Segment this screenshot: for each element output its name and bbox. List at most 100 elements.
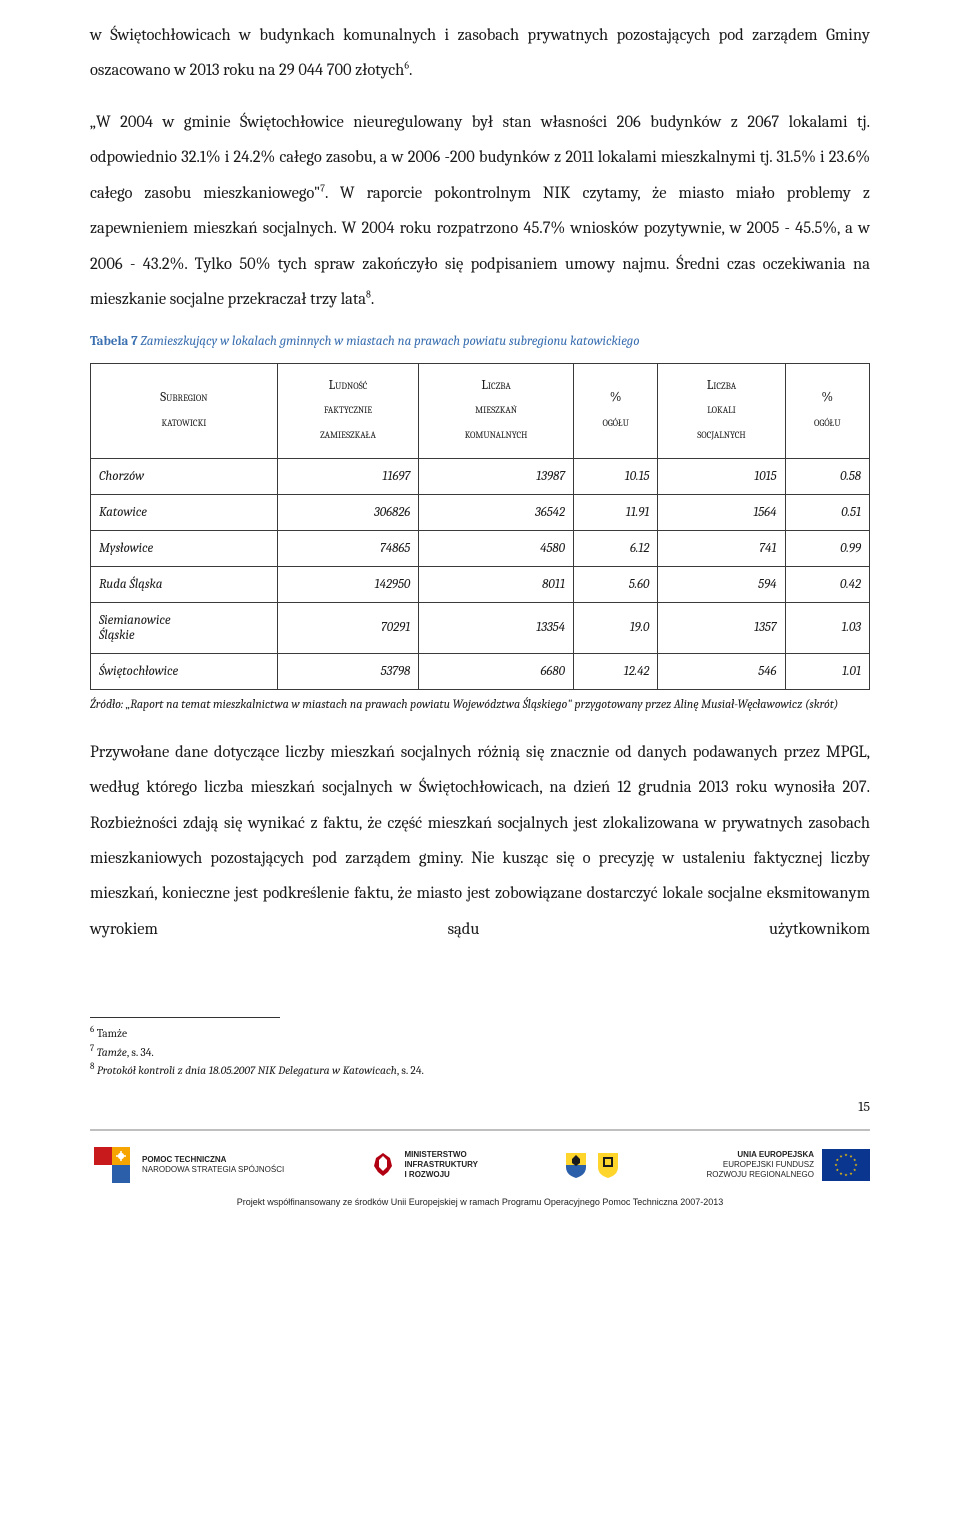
cell-value: 13354 bbox=[419, 602, 574, 653]
cell-city: Świętochłowice bbox=[91, 653, 278, 689]
cell-value: 11697 bbox=[277, 458, 418, 494]
logo-line: EUROPEJSKI FUNDUSZ bbox=[706, 1160, 814, 1170]
cell-value: 11.91 bbox=[573, 494, 657, 530]
pomoc-logo-icon bbox=[90, 1143, 134, 1187]
footnote-6: 6 Tamże bbox=[90, 1024, 870, 1043]
footnote-text: , s. 34. bbox=[127, 1046, 154, 1059]
cell-value: 1.03 bbox=[785, 602, 870, 653]
hdr-text: Ludność bbox=[329, 378, 368, 393]
table-header-row: Subregion katowicki Ludność faktycznie z… bbox=[91, 363, 870, 458]
col-municipal-dwellings: Liczba mieszkań komunalnych bbox=[419, 363, 574, 458]
data-table: Subregion katowicki Ludność faktycznie z… bbox=[90, 363, 870, 690]
col-subregion: Subregion katowicki bbox=[91, 363, 278, 458]
logo-line: POMOC TECHNICZNA bbox=[142, 1155, 284, 1165]
cell-city: Mysłowice bbox=[91, 530, 278, 566]
logo-eu: UNIA EUROPEJSKA EUROPEJSKI FUNDUSZ ROZWO… bbox=[706, 1149, 870, 1181]
cell-value: 53798 bbox=[277, 653, 418, 689]
table-row: Mysłowice7486545806.127410.99 bbox=[91, 530, 870, 566]
cooperation-footer-line: Projekt współfinansowany ze środków Unii… bbox=[90, 1197, 870, 1215]
logo-ministerstwo: MINISTERSTWO INFRASTRUKTURY I ROZWOJU bbox=[370, 1150, 477, 1180]
col-population: Ludność faktycznie zamieszkała bbox=[277, 363, 418, 458]
logo-shields bbox=[564, 1151, 620, 1179]
col-social-premises: Liczba lokali socjalnych bbox=[658, 363, 785, 458]
page-number: 15 bbox=[90, 1098, 870, 1115]
logo-line: UNIA EUROPEJSKA bbox=[706, 1150, 814, 1160]
hdr-text: % bbox=[610, 390, 622, 405]
cell-value: 70291 bbox=[277, 602, 418, 653]
footnote-7: 7 Tamże, s. 34. bbox=[90, 1043, 870, 1062]
hdr-text: Liczba bbox=[481, 378, 510, 393]
cell-value: 13987 bbox=[419, 458, 574, 494]
footer-bar: POMOC TECHNICZNA NARODOWA STRATEGIA SPÓJ… bbox=[90, 1129, 870, 1193]
cell-city: SiemianowiceŚląskie bbox=[91, 602, 278, 653]
cell-value: 12.42 bbox=[573, 653, 657, 689]
cell-city: Chorzów bbox=[91, 458, 278, 494]
logo-text: UNIA EUROPEJSKA EUROPEJSKI FUNDUSZ ROZWO… bbox=[706, 1150, 814, 1180]
shield-1-icon bbox=[564, 1151, 588, 1179]
paragraph-3: Przywołane dane dotyczące liczby mieszka… bbox=[90, 735, 870, 948]
hdr-text: ogółu bbox=[814, 415, 841, 430]
col-pct-total-1: % ogółu bbox=[573, 363, 657, 458]
logo-pomoc-techniczna: POMOC TECHNICZNA NARODOWA STRATEGIA SPÓJ… bbox=[90, 1143, 284, 1187]
footnote-title: Tamże bbox=[97, 1046, 127, 1059]
table-caption: Tabela 7 Zamieszkujący w lokalach gminny… bbox=[90, 334, 870, 349]
cell-value: 6.12 bbox=[573, 530, 657, 566]
cell-value: 1015 bbox=[658, 458, 785, 494]
cell-value: 36542 bbox=[419, 494, 574, 530]
cell-value: 0.99 bbox=[785, 530, 870, 566]
logo-line: ROZWOJU REGIONALNEGO bbox=[706, 1170, 814, 1180]
hdr-text: Liczba bbox=[707, 378, 736, 393]
cell-value: 6680 bbox=[419, 653, 574, 689]
cell-value: 546 bbox=[658, 653, 785, 689]
hdr-text: komunalnych bbox=[465, 427, 528, 442]
cell-value: 10.15 bbox=[573, 458, 657, 494]
cell-value: 306826 bbox=[277, 494, 418, 530]
hdr-text: Subregion bbox=[160, 390, 207, 405]
text-run: w Świętochłowicach w budynkach komunalny… bbox=[90, 26, 870, 80]
cell-value: 594 bbox=[658, 566, 785, 602]
cell-value: 1357 bbox=[658, 602, 785, 653]
eu-flag-icon bbox=[822, 1149, 870, 1181]
table-row: Katowice3068263654211.9115640.51 bbox=[91, 494, 870, 530]
hdr-text: faktycznie bbox=[324, 402, 372, 417]
cell-value: 1.01 bbox=[785, 653, 870, 689]
cell-city: Ruda Śląska bbox=[91, 566, 278, 602]
hdr-text: ogółu bbox=[602, 415, 629, 430]
eagle-icon bbox=[370, 1150, 396, 1180]
logo-line: MINISTERSTWO bbox=[404, 1150, 477, 1160]
table-row: Świętochłowice53798668012.425461.01 bbox=[91, 653, 870, 689]
document-page: w Świętochłowicach w budynkach komunalny… bbox=[0, 0, 960, 1538]
cell-value: 4580 bbox=[419, 530, 574, 566]
table-row: Chorzów116971398710.1510150.58 bbox=[91, 458, 870, 494]
cell-value: 0.42 bbox=[785, 566, 870, 602]
table-caption-label: Tabela 7 bbox=[90, 334, 138, 349]
logo-line: NARODOWA STRATEGIA SPÓJNOŚCI bbox=[142, 1165, 284, 1175]
logo-line: INFRASTRUKTURY bbox=[404, 1160, 477, 1170]
hdr-text: % bbox=[821, 390, 833, 405]
cell-value: 0.58 bbox=[785, 458, 870, 494]
cell-value: 74865 bbox=[277, 530, 418, 566]
footnote-text: , s. 24. bbox=[397, 1064, 424, 1077]
col-pct-total-2: % ogółu bbox=[785, 363, 870, 458]
hdr-text: katowicki bbox=[161, 415, 206, 430]
cell-city: Katowice bbox=[91, 494, 278, 530]
footnote-title: Protokół kontroli z dnia 18.05.2007 NIK … bbox=[97, 1064, 397, 1077]
cell-value: 1564 bbox=[658, 494, 785, 530]
cell-value: 8011 bbox=[419, 566, 574, 602]
paragraph-2: „W 2004 w gminie Świętochłowice nieuregu… bbox=[90, 105, 870, 318]
shield-2-icon bbox=[596, 1151, 620, 1179]
table-row: Ruda Śląska14295080115.605940.42 bbox=[91, 566, 870, 602]
cell-value: 741 bbox=[658, 530, 785, 566]
paragraph-1: w Świętochłowicach w budynkach komunalny… bbox=[90, 18, 870, 89]
hdr-text: socjalnych bbox=[697, 427, 745, 442]
cell-value: 0.51 bbox=[785, 494, 870, 530]
cell-value: 19.0 bbox=[573, 602, 657, 653]
footnotes-rule bbox=[90, 1017, 280, 1018]
cell-value: 142950 bbox=[277, 566, 418, 602]
table-row: SiemianowiceŚląskie702911335419.013571.0… bbox=[91, 602, 870, 653]
text-run: . bbox=[371, 290, 374, 309]
hdr-text: lokali bbox=[707, 402, 736, 417]
logo-line: I ROZWOJU bbox=[404, 1170, 477, 1180]
table-caption-text: Zamieszkujący w lokalach gminnych w mias… bbox=[138, 334, 640, 349]
logo-text: POMOC TECHNICZNA NARODOWA STRATEGIA SPÓJ… bbox=[142, 1155, 284, 1175]
